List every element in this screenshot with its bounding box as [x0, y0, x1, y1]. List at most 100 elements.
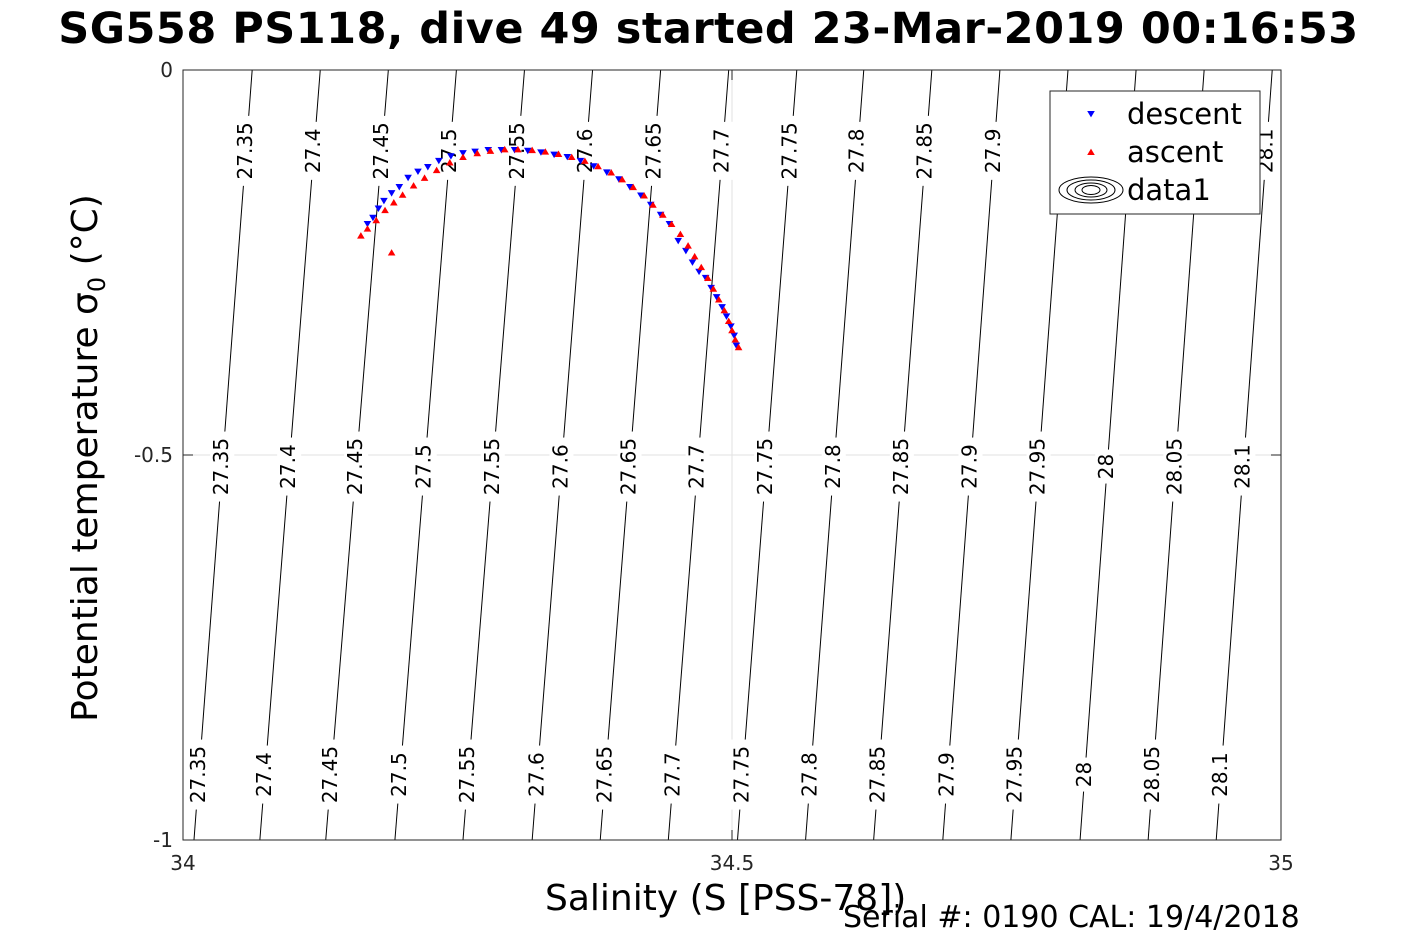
contour-label-gap — [369, 115, 394, 186]
descent-marker — [471, 148, 479, 156]
contour-label: 27.35 — [233, 122, 257, 179]
contour-label: 28.05 — [1140, 746, 1164, 803]
ascent-marker — [720, 306, 729, 314]
descent-marker — [414, 168, 422, 176]
ascent-marker — [594, 162, 602, 170]
contour-label-gap — [412, 437, 437, 496]
contour-label: 27.4 — [301, 129, 325, 174]
contour-label-gap — [1140, 739, 1165, 810]
y-axis-label-unit: (°C) — [64, 194, 106, 277]
contour-label-gap — [525, 745, 550, 804]
contour-label: 27.85 — [889, 438, 913, 495]
descent-marker — [380, 197, 388, 205]
descent-marker — [688, 259, 697, 266]
contour-label-gap — [821, 437, 846, 496]
ascent-marker — [372, 216, 381, 224]
contour-label: 27.7 — [685, 444, 709, 489]
contour-label-gap — [661, 745, 686, 804]
serial-cal-footer: Serial #: 0190 CAL: 19/4/2018 — [843, 900, 1300, 935]
descent-marker — [387, 190, 396, 197]
descent-marker — [459, 150, 467, 157]
ascent-marker — [514, 145, 522, 153]
ascent-marker — [659, 211, 667, 218]
ascent-marker — [649, 201, 657, 208]
contour-label: 27.85 — [913, 122, 937, 179]
y-axis-label-text: Potential temperature — [64, 314, 106, 722]
contour-label-gap — [234, 115, 259, 186]
contour-label-gap — [935, 745, 960, 804]
y-axis-label-subscript: 0 — [83, 276, 112, 293]
contour-label: 27.9 — [935, 752, 959, 797]
contour-label-gap — [1072, 757, 1097, 792]
descent-marker — [732, 342, 741, 350]
ascent-marker — [724, 317, 733, 325]
contour-label-gap — [549, 437, 574, 496]
legend-contour-icon — [1058, 176, 1124, 204]
ascent-marker — [704, 274, 712, 281]
ascent-marker — [363, 225, 372, 232]
legend-descent-label: descent — [1127, 97, 1242, 131]
contour-label: 27.8 — [821, 444, 845, 489]
contour-label: 28 — [1094, 454, 1118, 479]
contour-label: 27.8 — [798, 752, 822, 797]
contour-label: 27.45 — [369, 122, 393, 179]
ascent-marker — [432, 166, 441, 174]
legend-descent-marker — [1087, 110, 1095, 118]
descent-marker — [435, 157, 443, 165]
x-tick-label: 35 — [1268, 851, 1293, 875]
contour-label: 28.1 — [1208, 752, 1232, 797]
contour-label-gap — [958, 437, 983, 496]
contour-label: 27.4 — [276, 444, 300, 489]
contour-label-gap — [1095, 449, 1120, 484]
contour-label-gap — [574, 121, 599, 180]
descent-marker — [712, 294, 721, 301]
contour-label: 27.45 — [318, 746, 342, 803]
descent-marker — [395, 184, 404, 191]
ascent-marker — [676, 230, 685, 238]
y-axis-label: Potential temperature σ0 (°C) — [65, 194, 111, 722]
ascent-marker — [528, 146, 536, 154]
data-series — [357, 145, 743, 351]
contour-label: 27.85 — [866, 746, 890, 803]
ascent-marker — [690, 252, 699, 260]
ascent-marker — [715, 296, 723, 303]
contour-label: 28.1 — [1230, 444, 1254, 489]
ascent-marker — [709, 285, 718, 292]
x-axis-label: Salinity (S [PSS-78]) — [545, 878, 907, 919]
descent-marker — [550, 151, 558, 159]
contour-label: 27.95 — [1003, 746, 1027, 803]
ascent-marker — [390, 199, 398, 206]
descent-marker — [674, 237, 682, 245]
contour-label: 27.9 — [981, 129, 1005, 174]
descent-marker — [682, 247, 690, 255]
legend-ascent-marker — [1087, 148, 1095, 156]
ascent-marker — [667, 220, 676, 228]
contour-label: 27.5 — [437, 129, 461, 174]
descent-marker — [695, 268, 703, 276]
contour-label-gap — [1003, 739, 1028, 810]
ascent-marker — [697, 263, 706, 271]
contour-label-gap — [319, 739, 344, 810]
descent-marker — [603, 169, 611, 176]
contour-label-gap — [1163, 431, 1188, 502]
contour-label: 27.7 — [660, 752, 684, 797]
ascent-marker — [357, 232, 365, 239]
contour-label: 27.75 — [753, 438, 777, 495]
ascent-marker — [541, 148, 550, 155]
contour-label: 27.9 — [958, 444, 982, 489]
ascent-marker — [684, 242, 692, 249]
ascent-marker — [486, 147, 495, 154]
contour-label-gap — [866, 739, 891, 810]
contour-label-gap — [388, 745, 413, 804]
legend-contour-ring — [1081, 185, 1101, 195]
contour-label-gap — [798, 745, 823, 804]
contour-label-gap — [845, 121, 870, 180]
legend-contour-ring — [1074, 182, 1108, 198]
y-tick-label: 0 — [160, 58, 173, 82]
contour-label: 27.95 — [1026, 438, 1050, 495]
legend-contour-ring — [1066, 179, 1116, 201]
contour-label: 27.7 — [709, 129, 733, 174]
contour-label: 27.8 — [845, 129, 869, 174]
contour-label: 27.65 — [617, 438, 641, 495]
